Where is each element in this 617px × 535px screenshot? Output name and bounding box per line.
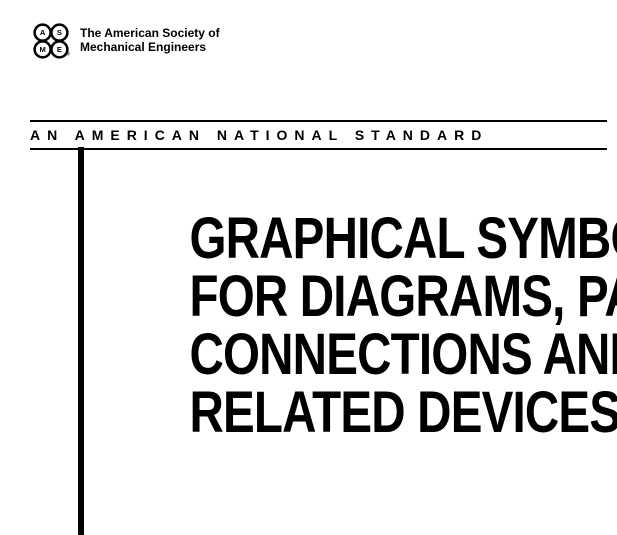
asme-logo-icon: A S M E ®: [30, 20, 72, 62]
title-line-4: RELATED DEVICES: [189, 384, 597, 442]
org-name-line2: Mechanical Engineers: [80, 41, 220, 55]
title-line-1: GRAPHICAL SYMBOLS: [189, 210, 597, 268]
vertical-rule: [78, 147, 84, 535]
title-line-2: FOR DIAGRAMS, PART 3:: [189, 268, 597, 326]
org-name: The American Society of Mechanical Engin…: [80, 27, 220, 55]
logo-letter: A: [40, 28, 46, 37]
title-line-3: CONNECTIONS AND: [189, 326, 597, 384]
svg-text:®: ®: [66, 51, 70, 58]
org-name-line1: The American Society of: [80, 27, 220, 41]
logo-letter: E: [57, 45, 62, 54]
document-title: GRAPHICAL SYMBOLS FOR DIAGRAMS, PART 3: …: [100, 210, 597, 442]
logo-letter: M: [39, 45, 45, 54]
logo-letter: S: [57, 28, 62, 37]
org-logo-block: A S M E ® The American Society of Mechan…: [30, 20, 220, 62]
standard-banner: AN AMERICAN NATIONAL STANDARD: [30, 120, 607, 150]
